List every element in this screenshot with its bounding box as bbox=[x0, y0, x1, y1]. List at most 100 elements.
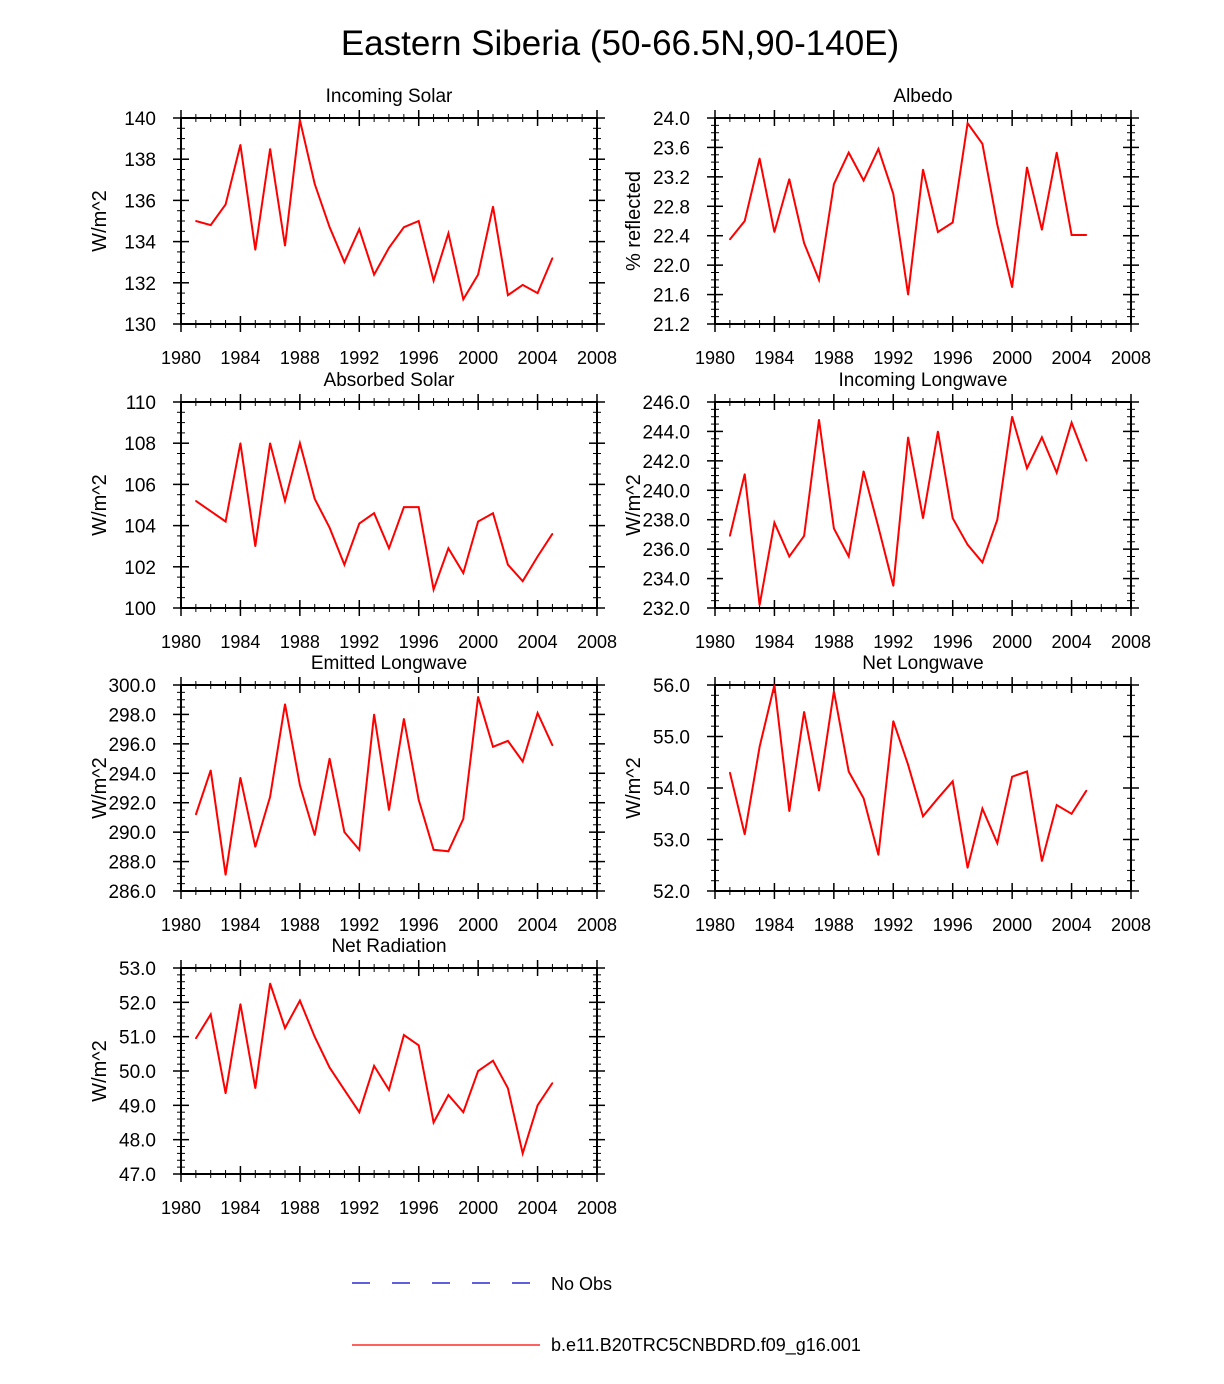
data-point bbox=[1011, 286, 1013, 289]
data-point bbox=[758, 746, 761, 748]
legend: No Obs b.e11.B20TRC5CNBDRD.f09_g16.001 bbox=[352, 1274, 861, 1356]
data-point bbox=[1055, 471, 1058, 474]
data-point bbox=[521, 1152, 524, 1155]
data-point bbox=[1085, 789, 1088, 792]
x-tick-label: 1996 bbox=[399, 632, 439, 652]
series-line bbox=[728, 684, 1088, 869]
y-tick-label: 23.6 bbox=[653, 138, 690, 159]
data-point bbox=[996, 518, 999, 521]
data-point bbox=[462, 572, 465, 574]
chart-title: Incoming Solar bbox=[326, 86, 453, 107]
y-tick-label: 300.0 bbox=[108, 676, 156, 697]
y-tick-label: 24.0 bbox=[653, 109, 690, 130]
y-axis-label: W/m^2 bbox=[623, 474, 645, 536]
data-point bbox=[966, 867, 969, 869]
y-tick-label: 240.0 bbox=[642, 481, 690, 502]
data-point bbox=[462, 1111, 465, 1113]
data-point bbox=[195, 813, 197, 816]
x-tick-label: 2000 bbox=[458, 915, 498, 935]
data-point bbox=[328, 226, 331, 228]
y-tick-label: 246.0 bbox=[642, 393, 690, 414]
data-point bbox=[269, 982, 271, 985]
data-point bbox=[1070, 812, 1073, 815]
data-point bbox=[833, 527, 835, 530]
data-point bbox=[417, 506, 420, 508]
x-tick-label: 1988 bbox=[280, 1198, 320, 1218]
data-point bbox=[239, 776, 242, 779]
data-point bbox=[388, 1089, 390, 1091]
data-point bbox=[477, 1070, 479, 1072]
data-point bbox=[1026, 467, 1028, 470]
panel-incoming-longwave: Incoming Longwave 232.0 234.0 236.0 238.0 240… bbox=[623, 370, 1151, 652]
data-point bbox=[743, 833, 746, 836]
data-point bbox=[343, 1089, 346, 1091]
data-point bbox=[922, 517, 924, 520]
data-point bbox=[343, 831, 346, 833]
y-tick-label: 106 bbox=[124, 475, 156, 496]
plot-frame bbox=[180, 967, 598, 1175]
x-tick-label: 1980 bbox=[695, 632, 735, 652]
x-tick-label: 1992 bbox=[873, 915, 913, 935]
data-point bbox=[313, 498, 316, 500]
y-tick-label: 236.0 bbox=[642, 540, 690, 561]
y-axis-label: W/m^2 bbox=[89, 190, 111, 252]
data-point bbox=[1041, 229, 1043, 231]
series-line bbox=[729, 120, 1087, 295]
data-point bbox=[551, 1082, 554, 1084]
y-tick-label: 138 bbox=[124, 150, 156, 171]
data-point bbox=[224, 1092, 227, 1095]
data-point bbox=[1026, 770, 1028, 773]
x-tick-label: 1984 bbox=[754, 915, 794, 935]
data-point bbox=[432, 279, 435, 282]
x-tick-label: 2004 bbox=[518, 915, 558, 935]
data-point bbox=[907, 764, 909, 766]
data-point bbox=[239, 143, 242, 146]
x-tick-label: 1984 bbox=[220, 1198, 260, 1218]
data-point bbox=[477, 273, 479, 276]
chart-title: Incoming Longwave bbox=[839, 370, 1008, 391]
data-point bbox=[1085, 234, 1088, 236]
data-point bbox=[951, 780, 954, 783]
data-point bbox=[536, 1104, 539, 1107]
x-tick-label: 1980 bbox=[161, 1198, 201, 1218]
y-tick-label: 52.0 bbox=[119, 993, 156, 1014]
data-point bbox=[492, 205, 494, 208]
y-tick-label: 140 bbox=[124, 109, 156, 130]
data-point bbox=[803, 535, 805, 537]
data-point bbox=[818, 789, 820, 792]
data-point bbox=[1085, 460, 1088, 462]
x-tick-label: 2008 bbox=[1111, 348, 1151, 368]
data-point bbox=[907, 293, 909, 296]
chart-title: Net Radiation bbox=[331, 936, 446, 957]
data-point bbox=[358, 522, 361, 525]
data-point bbox=[743, 473, 746, 475]
y-tick-label: 54.0 bbox=[653, 779, 690, 800]
y-tick-label: 242.0 bbox=[642, 452, 690, 473]
data-point bbox=[1041, 860, 1043, 862]
data-point bbox=[403, 226, 405, 228]
x-tick-label: 1996 bbox=[933, 348, 973, 368]
data-point bbox=[551, 257, 554, 259]
panel-absorbed-solar: Absorbed Solar 100 102 104 106 108 110 1980 1984… bbox=[89, 370, 617, 652]
x-tick-label: 1996 bbox=[933, 915, 973, 935]
data-point bbox=[195, 500, 197, 502]
data-point bbox=[833, 183, 835, 186]
data-point bbox=[328, 526, 331, 529]
data-point bbox=[269, 148, 271, 150]
data-point bbox=[447, 232, 450, 235]
data-point bbox=[328, 757, 331, 760]
data-point bbox=[507, 563, 509, 566]
x-tick-label: 2008 bbox=[577, 915, 617, 935]
data-point bbox=[269, 442, 271, 445]
y-tick-label: 132 bbox=[124, 274, 156, 295]
x-tick-label: 2000 bbox=[458, 632, 498, 652]
data-point bbox=[284, 1027, 286, 1029]
data-point bbox=[922, 168, 924, 171]
data-point bbox=[299, 999, 301, 1002]
y-tick-label: 294.0 bbox=[108, 764, 156, 785]
data-point bbox=[1026, 166, 1028, 169]
y-tick-label: 100 bbox=[124, 599, 156, 620]
data-point bbox=[373, 512, 375, 515]
y-tick-label: 130 bbox=[124, 315, 156, 336]
y-tick-label: 286.0 bbox=[108, 882, 156, 903]
